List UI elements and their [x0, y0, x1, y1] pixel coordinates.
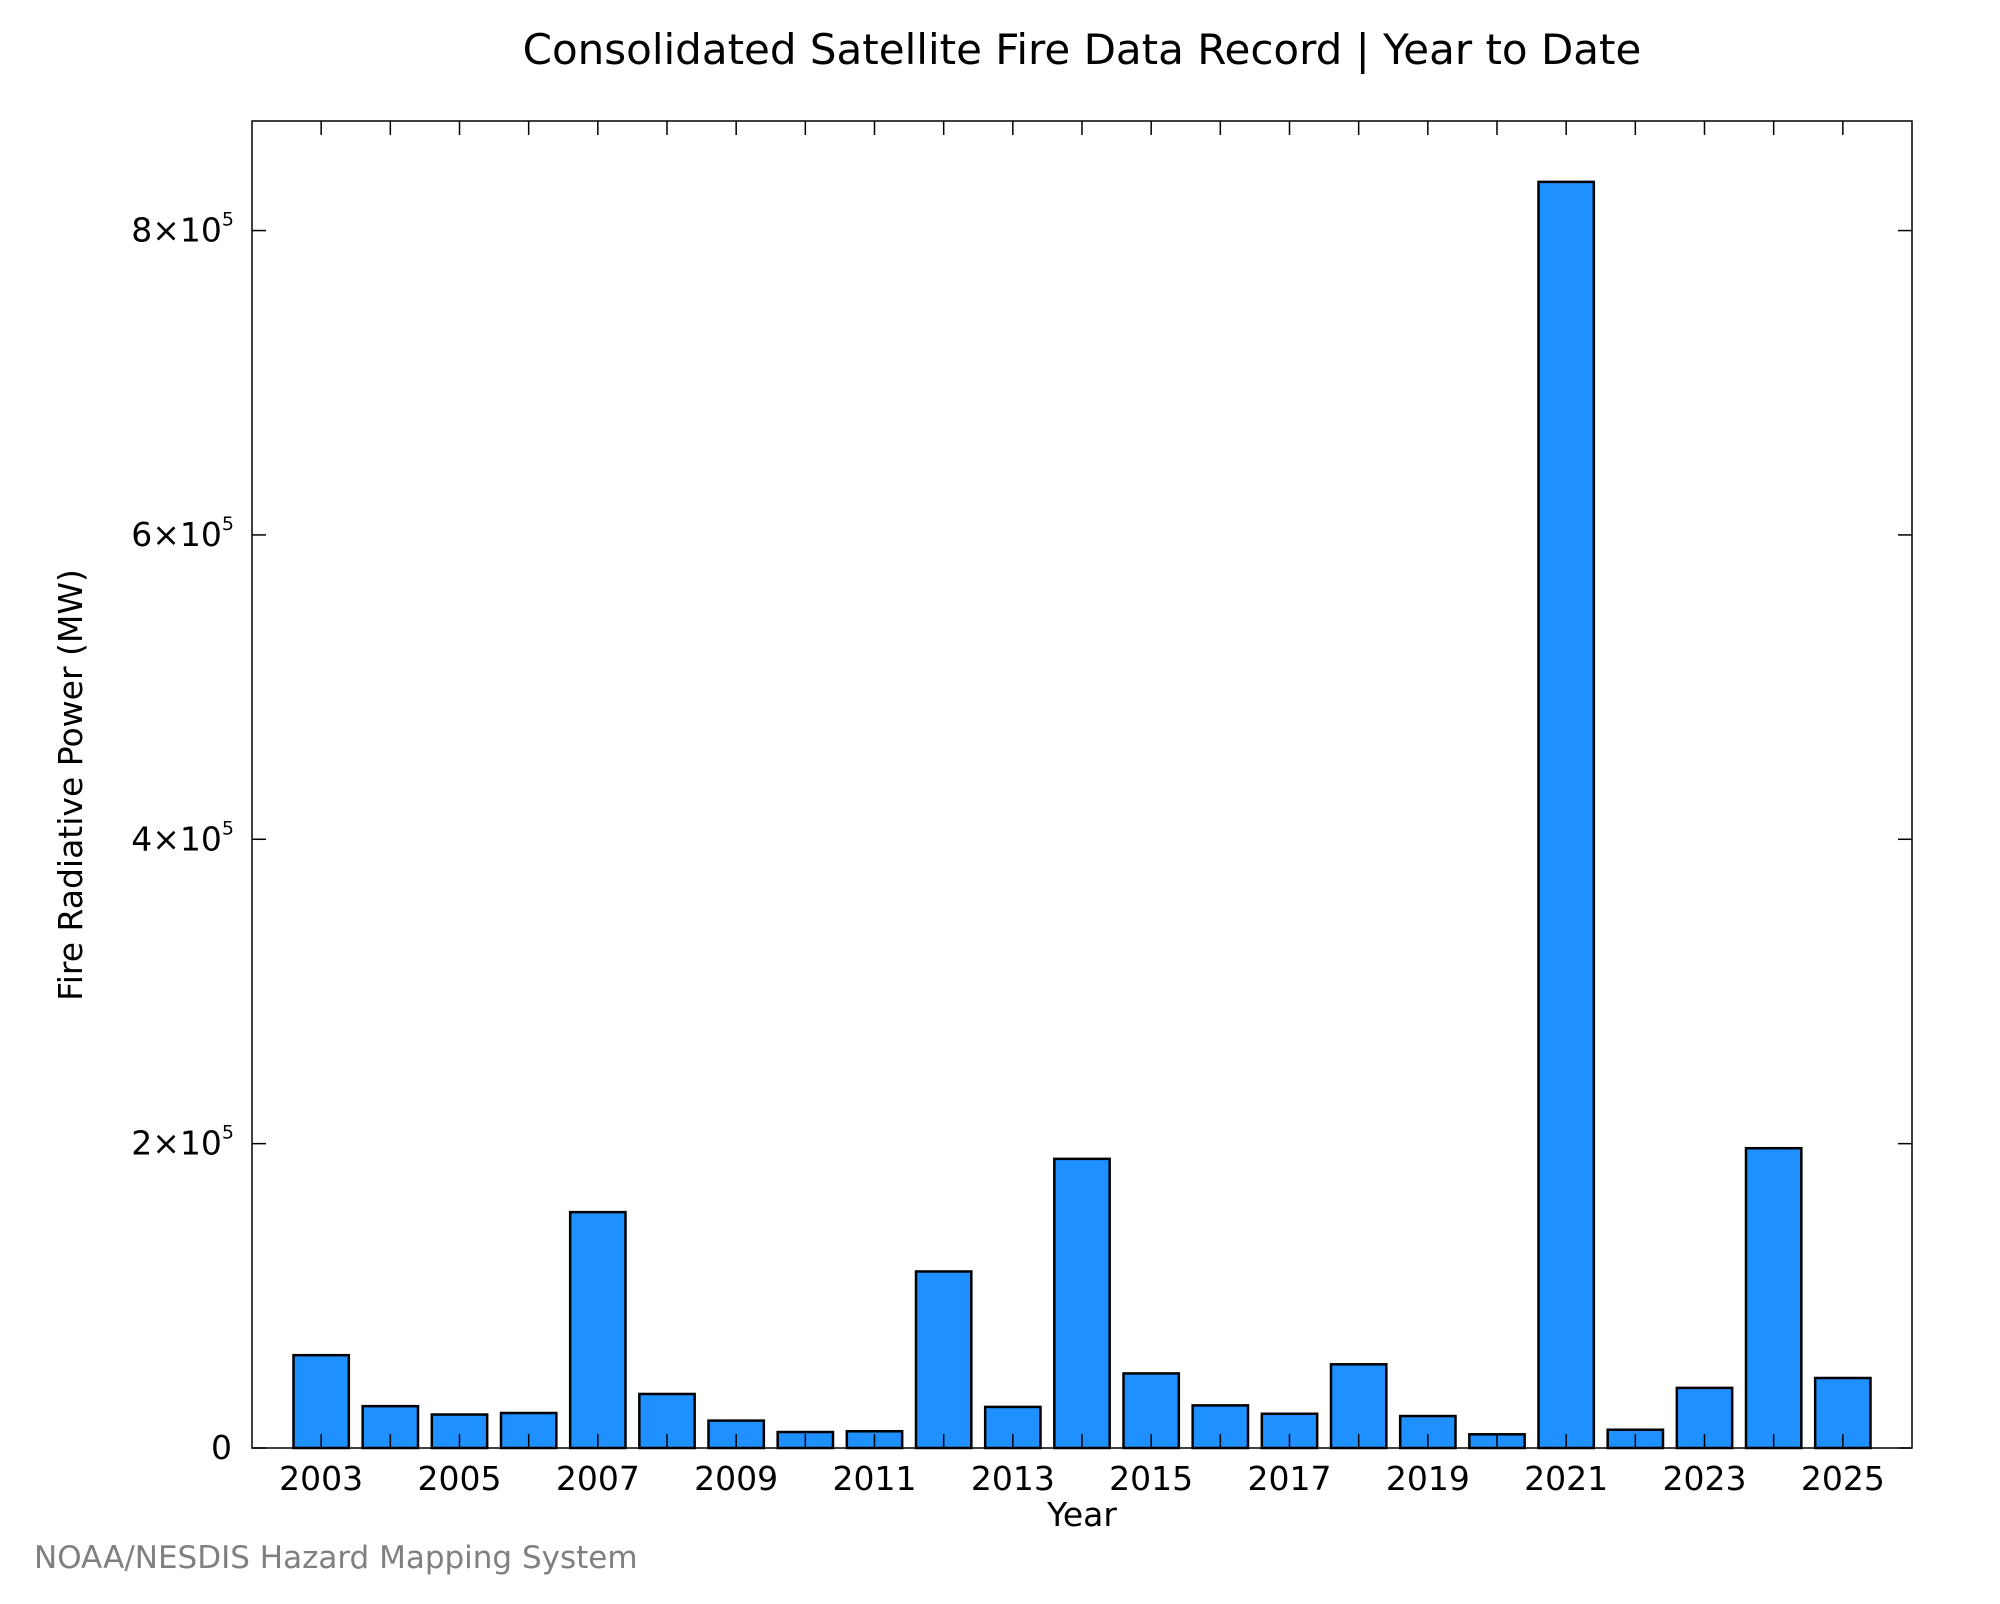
- y-axis-label: Fire Radiative Power (MW): [51, 569, 90, 1001]
- x-tick-label: 2005: [418, 1459, 502, 1498]
- x-tick-label: 2011: [833, 1459, 917, 1498]
- x-tick-label: 2019: [1386, 1459, 1470, 1498]
- bar-2003: [292, 1353, 351, 1450]
- bars-group: [292, 180, 1872, 1450]
- ticks-group: 0 2×105 4×105 6×105 8×105 2003 2005 2007 2009 201…: [131, 121, 1912, 1498]
- y-tick-label: 6×105: [131, 513, 234, 554]
- bar-2014: [1053, 1157, 1111, 1450]
- x-tick-label: 2015: [1109, 1459, 1193, 1498]
- bar-2012: [914, 1270, 973, 1450]
- bar-2024: [1744, 1146, 1803, 1450]
- x-tick-label: 2023: [1663, 1459, 1747, 1498]
- x-tick-label: 2003: [279, 1459, 363, 1498]
- x-tick-label: 2017: [1248, 1459, 1332, 1498]
- y-tick-label: 4×105: [131, 817, 234, 858]
- bar-2007: [568, 1210, 627, 1450]
- x-tick-label: 2009: [694, 1459, 778, 1498]
- plot-frame: [251, 120, 1913, 1449]
- bar-2021: [1537, 180, 1596, 1450]
- x-tick-label: 2021: [1524, 1459, 1608, 1498]
- x-tick-label: 2013: [971, 1459, 1055, 1498]
- y-tick-label: 2×105: [131, 1122, 234, 1163]
- x-axis-label: Year: [1046, 1495, 1117, 1534]
- x-tick-label: 2025: [1801, 1459, 1885, 1498]
- y-tick-label: 0: [211, 1428, 232, 1467]
- source-credit: NOAA/NESDIS Hazard Mapping System: [34, 1540, 638, 1576]
- chart-title: Consolidated Satellite Fire Data Record …: [523, 25, 1642, 74]
- y-tick-label: 8×105: [131, 209, 234, 250]
- x-tick-label: 2007: [556, 1459, 640, 1498]
